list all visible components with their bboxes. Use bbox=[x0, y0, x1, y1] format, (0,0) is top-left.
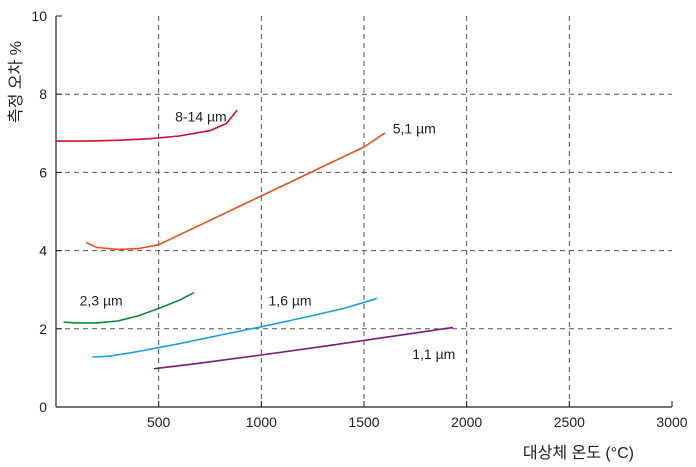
series-label-3: 2,3 µm bbox=[80, 292, 123, 308]
series-label-4: 1,6 µm bbox=[269, 292, 312, 308]
series-line-1 bbox=[55, 109, 238, 142]
x-tick-label-2500: 2500 bbox=[554, 414, 585, 430]
x-tick-label-3000: 3000 bbox=[656, 414, 687, 430]
series-line-3 bbox=[63, 291, 195, 324]
x-tick-label-500: 500 bbox=[147, 414, 171, 430]
axes: 500 1000 1500 2000 2500 3000 0 2 4 6 8 10 bbox=[31, 8, 687, 430]
grid-lines bbox=[56, 16, 672, 407]
x-axis-title: 대상체 온도 (°C) bbox=[523, 444, 634, 462]
y-tick-label-8: 8 bbox=[39, 86, 47, 102]
series-label-5: 1,1 µm bbox=[412, 346, 455, 362]
y-tick-label-10: 10 bbox=[31, 8, 47, 24]
series-lines bbox=[55, 109, 454, 370]
series-line-5 bbox=[153, 326, 454, 370]
series-line-4 bbox=[92, 297, 378, 358]
y-tick-label-6: 6 bbox=[39, 164, 47, 180]
y-tick-label-0: 0 bbox=[39, 399, 47, 415]
series-label-2: 5,1 µm bbox=[393, 120, 436, 136]
series-line-2 bbox=[86, 132, 386, 251]
y-tick-label-2: 2 bbox=[39, 321, 47, 337]
x-tick-label-1500: 1500 bbox=[348, 414, 379, 430]
series-labels: 8-14 µm 5,1 µm 2,3 µm 1,6 µm 1,1 µm bbox=[80, 109, 456, 362]
series-label-1: 8-14 µm bbox=[175, 109, 227, 125]
y-axis-title: 측정 오차 % bbox=[7, 41, 25, 123]
x-tick-label-1000: 1000 bbox=[246, 414, 277, 430]
x-tick-label-2000: 2000 bbox=[451, 414, 482, 430]
y-tick-label-4: 4 bbox=[39, 243, 47, 259]
